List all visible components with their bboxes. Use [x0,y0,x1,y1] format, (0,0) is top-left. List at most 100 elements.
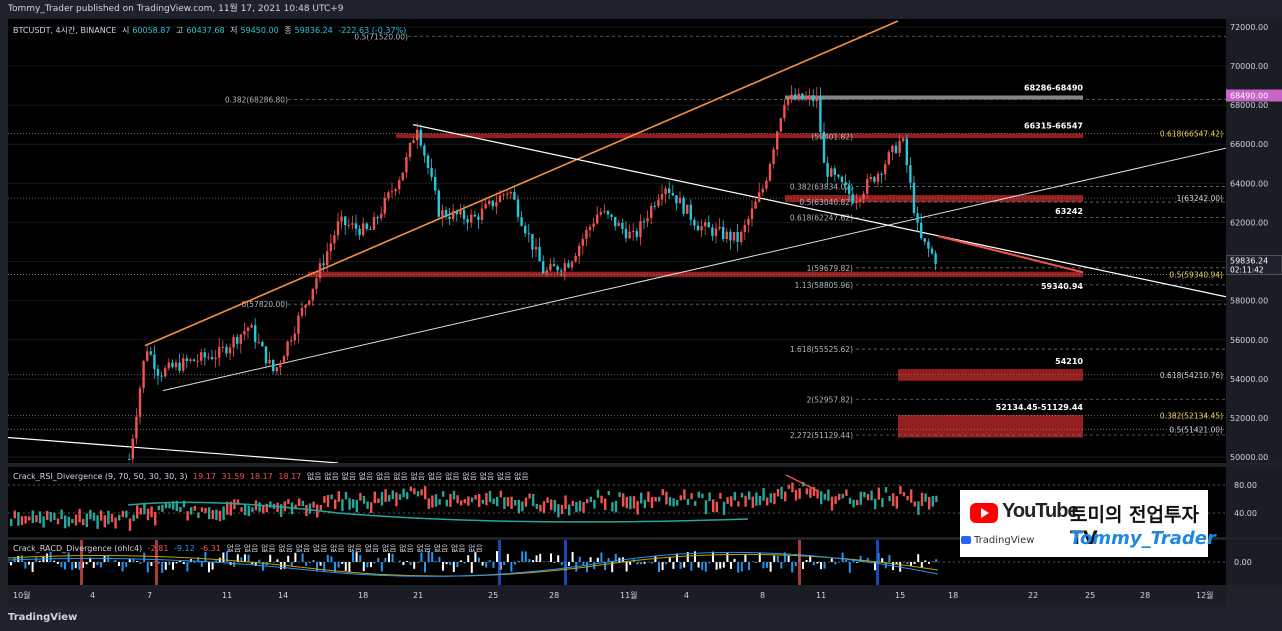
macd-histogram-bar [348,562,351,573]
macd-histogram-bar [625,562,628,572]
macd-histogram-bar [424,562,426,573]
macd-histogram-bar [614,553,617,562]
lower-trendline [7,436,339,464]
time-tick-label: 22 [1028,591,1038,600]
macd-histogram-bar [690,562,693,571]
rsi-candle [287,499,290,504]
rsi-candle [265,503,268,513]
rsi-candle [175,500,178,512]
rsi-candle [294,504,297,510]
macd-histogram-bar [730,562,732,569]
rsi-candle [622,493,625,507]
macd-histogram-bar [510,562,513,572]
macd-histogram-bar [935,559,938,562]
candle-body [808,95,811,98]
close-value: 59836.24 [294,26,333,35]
rsi-candle [409,486,412,492]
rsi-candle [222,506,225,520]
candle-body [884,164,887,175]
candle-body [876,173,880,182]
rsi-candle [928,496,931,510]
rsi-candle [377,498,380,504]
rsi-candle [856,499,859,506]
macd-histogram-bar [751,561,754,562]
macd-histogram-bar [452,562,455,573]
rsi-candle [445,499,448,507]
rsi-candle [240,507,243,512]
rsi-candle [650,497,654,509]
macd-histogram-bar [200,562,203,567]
time-axis[interactable]: 10월 4 7 11 14 18 21 25 28 11월 4 8 11 15 18 22 25 28 12월 [8,585,1226,605]
macd-histogram-bar [388,553,390,562]
candle-body [275,367,278,372]
rsi-candle [470,497,474,503]
rsi-candle [798,488,801,499]
macd-histogram-bar [38,560,41,562]
candle-body [214,357,217,360]
rsi-candle [179,506,182,512]
candle-body [606,210,610,215]
macd-histogram-bar [20,555,23,562]
rsi-candle [481,499,484,504]
macd-histogram-bar [701,562,704,570]
rsi-candle [341,499,344,512]
candle-body [516,199,520,218]
macd-histogram-bar [629,562,632,565]
rsi-candle [888,495,891,502]
time-tick-label: 14 [278,591,288,600]
rsi-candle [791,482,794,493]
rsi-candle [38,511,42,524]
price-axis[interactable]: 72000.00 70000.00 68000.00 66000.00 64000.00… [1225,19,1282,463]
macd-histogram-bar [679,562,682,569]
rsi-axis: 80.00 40.00 [1226,467,1282,537]
rsi-candle [312,501,315,508]
rsi-candle [708,492,711,502]
macd-histogram-bar [161,562,164,573]
rsi-candle [712,499,715,513]
macd-histogram-bar [697,562,700,568]
macd-histogram-bar [834,562,837,565]
rsi-candle [305,504,308,517]
rsi-candle [524,497,528,507]
candle-body [153,354,156,370]
current-price-box [1225,255,1282,275]
tradingview-footer-logo[interactable]: TradingView [8,612,78,623]
highlight-price-box [1226,89,1282,102]
macd-histogram-bar [334,562,336,573]
price-chart-svg[interactable]: 68286-68490 66315-66547 63242 59340.94 54210… [7,19,1227,465]
macd-histogram-bar [712,551,714,562]
candle-body [254,325,257,343]
rsi-axis-label: 80.00 [1234,481,1257,490]
candle-body [722,226,725,239]
macd-histogram-bar [85,562,88,565]
rsi-candle [877,487,880,500]
candle-body [156,369,160,376]
rsi-candle [460,500,463,506]
candle-body [779,118,782,132]
rsi-candle [816,489,819,499]
macd-histogram-bar [812,562,815,566]
macd-histogram-bar [438,556,441,562]
rsi-candle [60,509,63,520]
main-price-panel[interactable]: 68286-68490 66315-66547 63242 59340.94 54210… [7,19,1227,465]
candle-body [506,193,509,195]
candle-body [844,182,847,186]
rsi-candle [787,484,790,489]
candle-body [790,94,793,100]
macd-histogram-bar [146,562,149,573]
rsi-chart-svg [8,474,1226,531]
macd-histogram-bar [337,562,340,568]
rsi-candle [564,495,567,510]
candle-body [754,201,757,209]
candle-body [527,233,530,235]
candle-body [902,138,905,141]
candle-body [455,211,458,215]
candle-body [502,194,505,196]
candle-body [369,228,372,230]
rsi-candle [748,491,751,500]
candle-body [851,194,854,204]
candle-body [480,208,484,220]
time-tick-label: 21 [413,591,423,600]
rsi-candle [640,492,643,504]
candle-body [347,224,350,226]
